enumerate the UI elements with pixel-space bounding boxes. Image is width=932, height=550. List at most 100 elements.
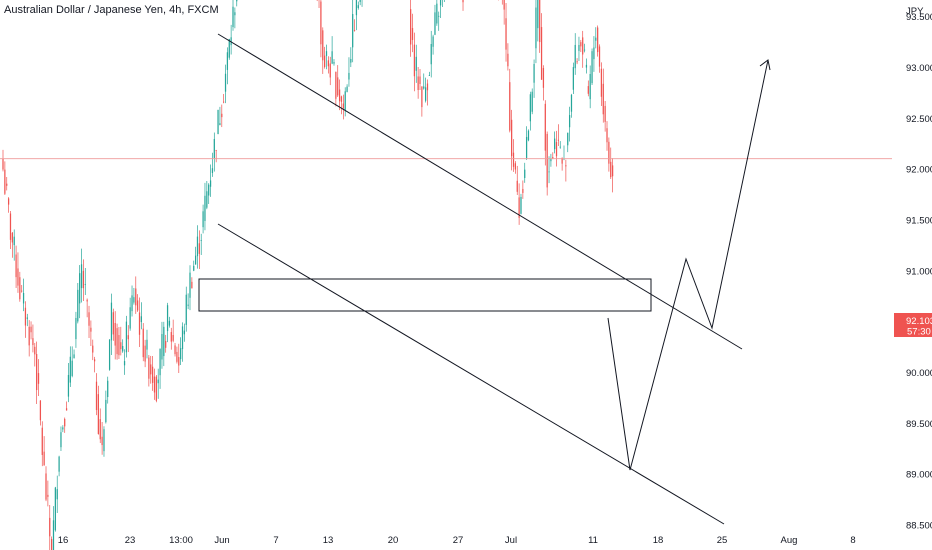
candle	[65, 401, 68, 411]
candle	[194, 246, 197, 265]
candle-body	[131, 295, 133, 312]
candle-body	[99, 419, 101, 440]
candle	[537, 0, 539, 42]
candle	[576, 58, 578, 65]
candle-body	[13, 236, 15, 246]
candle	[561, 157, 563, 171]
candle	[47, 480, 49, 507]
projection-path[interactable]	[607, 59, 769, 471]
candle	[600, 62, 603, 106]
channel-upper-line[interactable]	[217, 33, 743, 350]
candle-body	[327, 60, 330, 67]
candle	[189, 265, 191, 311]
candle	[357, 1, 359, 10]
candle-body	[234, 12, 236, 16]
candle	[36, 341, 38, 405]
candle	[142, 323, 144, 362]
candle	[438, 11, 440, 31]
candle-body	[155, 376, 157, 401]
candle	[434, 4, 436, 36]
candle	[146, 329, 148, 359]
candle	[200, 233, 202, 255]
candle	[7, 197, 10, 213]
candle-body	[593, 47, 595, 60]
candle	[56, 475, 58, 513]
candle	[436, 0, 438, 26]
candle	[428, 71, 430, 77]
candle	[183, 323, 186, 342]
candle-body	[163, 326, 165, 357]
candle	[430, 30, 432, 78]
candle-body	[73, 354, 75, 359]
candle-body	[92, 345, 94, 353]
candle	[423, 73, 425, 90]
candle	[26, 313, 28, 327]
candle-body	[54, 487, 56, 531]
candle-body	[217, 109, 219, 135]
candle	[583, 43, 586, 53]
candle	[548, 156, 550, 184]
candle-body	[82, 270, 85, 289]
candle	[129, 297, 131, 331]
candle-body	[151, 366, 154, 383]
candle-body	[211, 168, 214, 173]
candle-body	[598, 46, 601, 67]
candle-body	[79, 273, 81, 304]
candle-body	[580, 42, 582, 47]
candle-body	[602, 83, 604, 115]
candle	[30, 321, 32, 340]
candle	[570, 93, 573, 118]
candle-body	[329, 63, 331, 78]
candle-body	[428, 75, 430, 76]
candle-body	[333, 62, 335, 64]
candle-body	[544, 103, 546, 151]
candle-body	[337, 77, 339, 96]
candle-body	[127, 335, 129, 340]
candle-body	[557, 139, 560, 141]
time-tick-label: Jul	[505, 535, 517, 546]
candle	[350, 47, 352, 68]
projection-arrowhead	[759, 59, 771, 71]
candle-body	[7, 198, 10, 205]
candle	[591, 48, 593, 86]
candle	[223, 93, 225, 104]
channel-lower-line[interactable]	[217, 223, 725, 525]
candle	[331, 36, 333, 65]
candle-body	[133, 297, 135, 303]
price-tick-label: 91.500	[906, 215, 932, 226]
candle-body	[555, 142, 558, 157]
candle-body	[56, 489, 58, 500]
price-axis: JPY 88.50089.00089.50090.00090.50091.000…	[906, 6, 932, 532]
candle-body	[223, 101, 225, 103]
candle-body	[228, 39, 230, 58]
candle-body	[153, 376, 156, 393]
candle	[69, 346, 71, 387]
candle-body	[595, 37, 597, 41]
candle	[443, 0, 445, 3]
candle-body	[196, 236, 199, 257]
candle	[585, 58, 588, 74]
price-tick-label: 92.500	[906, 114, 932, 125]
candle	[587, 80, 589, 97]
candle-body	[142, 328, 144, 358]
candle	[340, 95, 343, 115]
candle	[45, 466, 47, 502]
candle	[131, 285, 133, 317]
candle-body	[524, 169, 526, 178]
candle-body	[417, 76, 419, 91]
candle	[602, 68, 604, 123]
candle	[417, 67, 419, 99]
candle-body	[107, 380, 109, 398]
candle	[198, 230, 200, 270]
candle-body	[84, 284, 86, 285]
candle	[19, 271, 21, 302]
candle-body	[570, 94, 573, 112]
currency-label: JPY	[906, 6, 924, 17]
candle-body	[520, 196, 522, 214]
candle	[426, 79, 429, 106]
candle-body	[19, 277, 21, 300]
support-zone-rectangle[interactable]	[198, 278, 652, 312]
candle	[84, 268, 86, 296]
